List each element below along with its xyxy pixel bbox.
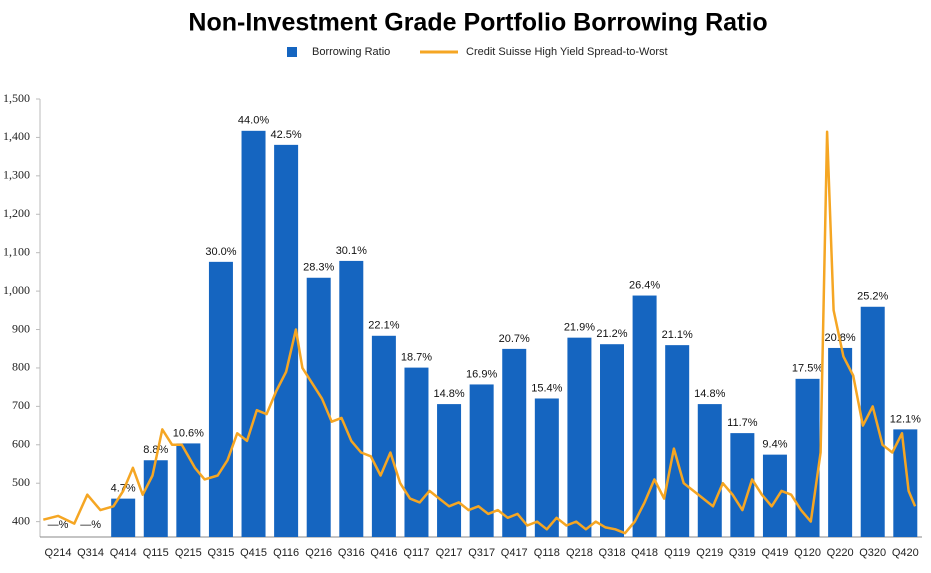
x-tick-label: Q220 [827, 547, 854, 559]
y-tick-label: 1,000 [3, 283, 30, 297]
legend-swatch [287, 47, 297, 57]
data-label: 12.1% [890, 413, 921, 425]
bar [697, 404, 722, 537]
x-tick-label: Q418 [631, 547, 658, 559]
data-label: 26.4% [629, 279, 660, 291]
x-tick-label: Q217 [436, 547, 463, 559]
y-tick-label: 700 [12, 398, 30, 412]
bar [143, 460, 168, 537]
y-tick-label: 600 [12, 437, 30, 451]
bar [893, 429, 918, 537]
bar [665, 345, 690, 537]
chart-title: Non-Investment Grade Portfolio Borrowing… [188, 9, 767, 37]
bar [600, 344, 625, 537]
data-label: 17.5% [792, 363, 823, 375]
bar [567, 337, 592, 537]
x-tick-label: Q116 [273, 547, 299, 559]
bar [339, 260, 364, 537]
data-label: 22.1% [368, 320, 399, 332]
data-label: 25.2% [857, 291, 888, 303]
y-tick-label: 800 [12, 360, 30, 374]
x-tick-label: Q315 [207, 547, 234, 559]
data-label: 14.8% [694, 388, 725, 400]
x-tick-label: Q317 [468, 547, 495, 559]
x-tick-label: Q417 [501, 547, 528, 559]
data-label: —% [48, 519, 69, 531]
bar [632, 295, 657, 537]
y-tick-label: 1,100 [3, 244, 30, 258]
data-label: 30.0% [205, 246, 236, 258]
x-tick-label: Q115 [143, 547, 169, 559]
bar [534, 398, 559, 537]
x-tick-label: Q316 [338, 547, 365, 559]
data-label: 44.0% [238, 115, 269, 127]
bar [176, 443, 201, 537]
bar [469, 384, 494, 537]
data-label: 15.4% [531, 382, 562, 394]
y-tick-label: 1,400 [3, 129, 30, 143]
data-label: —% [80, 519, 101, 531]
x-tick-label: Q216 [305, 547, 332, 559]
x-tick-label: Q215 [175, 547, 202, 559]
y-tick-label: 500 [12, 475, 30, 489]
x-tick-label: Q319 [729, 547, 756, 559]
x-tick-label: Q218 [566, 547, 593, 559]
data-label: 18.7% [401, 352, 432, 364]
bar [371, 335, 396, 537]
data-label: 21.1% [662, 329, 693, 341]
data-label: 21.2% [596, 328, 627, 340]
y-tick-label: 1,500 [3, 91, 30, 105]
bar [306, 277, 331, 537]
x-tick-label: Q120 [794, 547, 821, 559]
x-tick-label: Q117 [403, 547, 429, 559]
bar [437, 404, 462, 537]
spread-line [42, 130, 917, 535]
legend-label: Credit Suisse High Yield Spread-to-Worst [466, 46, 668, 58]
data-label: 21.9% [564, 322, 595, 334]
x-tick-label: Q416 [370, 547, 397, 559]
data-label: 42.5% [271, 129, 302, 141]
x-tick-label: Q419 [761, 547, 788, 559]
x-tick-label: Q414 [110, 547, 137, 559]
bar [404, 367, 429, 537]
data-label: 11.7% [727, 417, 758, 429]
data-label: 28.3% [303, 262, 334, 274]
data-label: 10.6% [173, 427, 204, 439]
bar [208, 261, 233, 537]
data-label: 8.8% [143, 444, 168, 456]
x-tick-label: Q214 [45, 547, 72, 559]
data-label: 9.4% [762, 439, 787, 451]
x-tick-label: Q420 [892, 547, 919, 559]
x-tick-label: Q320 [859, 547, 886, 559]
data-label: 14.8% [433, 388, 464, 400]
y-tick-label: 900 [12, 321, 30, 335]
y-tick-label: 400 [12, 513, 30, 527]
x-tick-label: Q118 [534, 547, 560, 559]
x-tick-label: Q318 [599, 547, 626, 559]
bar [762, 454, 787, 537]
data-label: 20.7% [499, 333, 530, 345]
bar [241, 130, 266, 538]
y-tick-label: 1,200 [3, 206, 30, 220]
x-tick-label: Q314 [77, 547, 104, 559]
legend-label: Borrowing Ratio [312, 46, 390, 58]
data-label: 16.9% [466, 368, 497, 380]
x-tick-label: Q119 [664, 547, 690, 559]
bar [795, 378, 820, 537]
x-tick-label: Q219 [696, 547, 723, 559]
x-tick-label: Q415 [240, 547, 267, 559]
bar [502, 348, 527, 537]
bar [828, 347, 853, 537]
data-label: 30.1% [336, 245, 367, 257]
y-tick-label: 1,300 [3, 168, 30, 182]
